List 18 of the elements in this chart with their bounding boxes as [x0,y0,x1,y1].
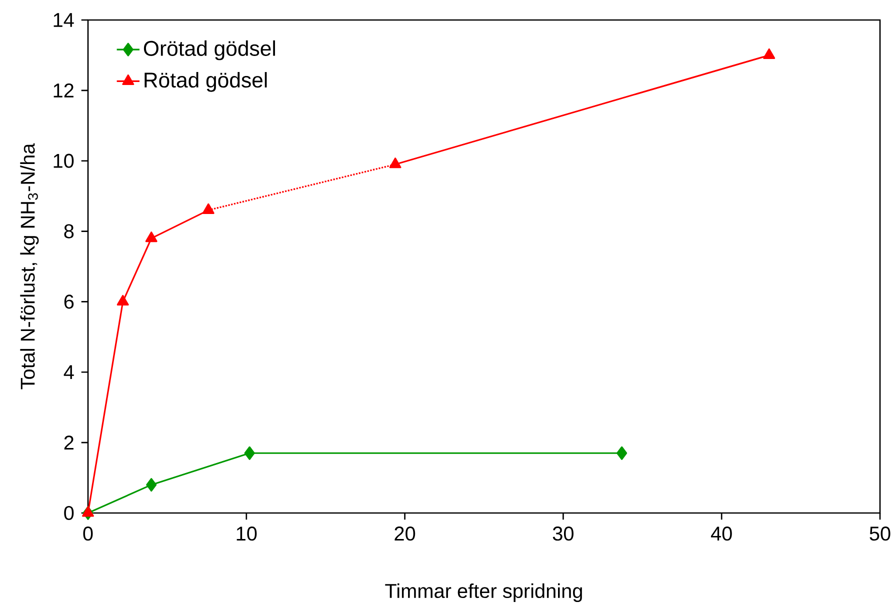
x-tick-label: 30 [552,526,574,541]
x-tick-label: 40 [710,526,732,541]
legend-label: Rötad gödsel [144,72,267,92]
y-tick-label: 8 [64,224,74,238]
x-tick-label: 0 [83,526,93,541]
legend-label: Orötad gödsel [144,40,275,60]
y-axis-title: Total N-förlust, kg NH$_{3}$-N/ha [20,143,39,390]
y-tick-label: 12 [54,83,74,98]
x-tick-label: 10 [236,526,257,541]
y-tick-label: 2 [64,436,74,450]
y-tick-label: 4 [64,365,74,379]
y-tick-label: 0 [64,506,74,520]
y-tick-label: 14 [54,13,74,27]
y-tick-label: 10 [54,154,74,168]
x-tick-label: 20 [394,526,416,541]
x-axis-title: Timmar efter spridning [385,583,582,602]
y-tick-label: 6 [64,294,74,309]
x-tick-label: 50 [870,526,890,541]
